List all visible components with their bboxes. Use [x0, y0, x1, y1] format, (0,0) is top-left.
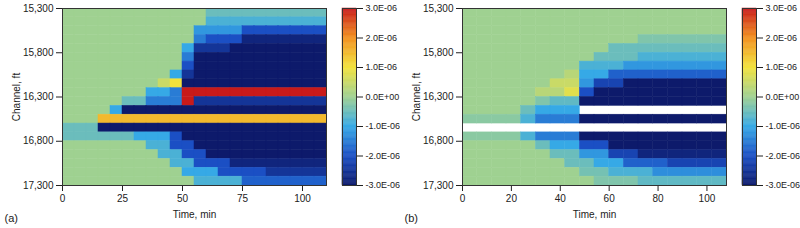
svg-text:-3.0E-06: -3.0E-06: [766, 180, 800, 190]
svg-text:-2.0E-06: -2.0E-06: [366, 151, 401, 161]
svg-text:Time, min: Time, min: [173, 209, 217, 220]
svg-text:3.0E-06: 3.0E-06: [766, 3, 798, 13]
svg-text:60: 60: [604, 193, 616, 204]
svg-text:3.0E-06: 3.0E-06: [366, 3, 398, 13]
svg-text:2.0E-06: 2.0E-06: [766, 33, 798, 43]
svg-text:2.0E-06: 2.0E-06: [366, 33, 398, 43]
svg-text:50: 50: [177, 193, 189, 204]
svg-text:25: 25: [117, 193, 129, 204]
svg-text:16,300: 16,300: [423, 91, 454, 102]
svg-text:1.0E-06: 1.0E-06: [366, 62, 398, 72]
svg-text:-3.0E-06: -3.0E-06: [366, 180, 401, 190]
svg-text:17,300: 17,300: [23, 180, 54, 191]
svg-text:15,300: 15,300: [423, 3, 454, 14]
svg-text:15,800: 15,800: [23, 47, 54, 58]
svg-text:1.0E-06: 1.0E-06: [766, 62, 798, 72]
svg-text:100: 100: [294, 193, 311, 204]
svg-text:15,300: 15,300: [23, 3, 54, 14]
svg-text:(a): (a): [5, 212, 18, 224]
svg-text:-1.0E-06: -1.0E-06: [766, 121, 800, 131]
svg-text:(b): (b): [405, 212, 418, 224]
svg-text:0: 0: [460, 193, 466, 204]
svg-text:16,800: 16,800: [23, 135, 54, 146]
svg-text:0: 0: [60, 193, 66, 204]
svg-text:Time, min: Time, min: [573, 209, 617, 220]
svg-text:16,300: 16,300: [23, 91, 54, 102]
svg-text:0.0E+00: 0.0E+00: [766, 92, 800, 102]
svg-text:15,800: 15,800: [423, 47, 454, 58]
svg-text:100: 100: [699, 193, 716, 204]
svg-text:80: 80: [652, 193, 664, 204]
svg-text:16,800: 16,800: [423, 135, 454, 146]
svg-text:-2.0E-06: -2.0E-06: [766, 151, 800, 161]
svg-text:Channel, ft: Channel, ft: [11, 73, 22, 122]
svg-text:75: 75: [237, 193, 249, 204]
svg-text:17,300: 17,300: [423, 180, 454, 191]
svg-text:Channel, ft: Channel, ft: [411, 73, 422, 122]
svg-text:-1.0E-06: -1.0E-06: [366, 121, 401, 131]
svg-text:40: 40: [555, 193, 567, 204]
svg-text:20: 20: [506, 193, 518, 204]
svg-text:0.0E+00: 0.0E+00: [366, 92, 400, 102]
